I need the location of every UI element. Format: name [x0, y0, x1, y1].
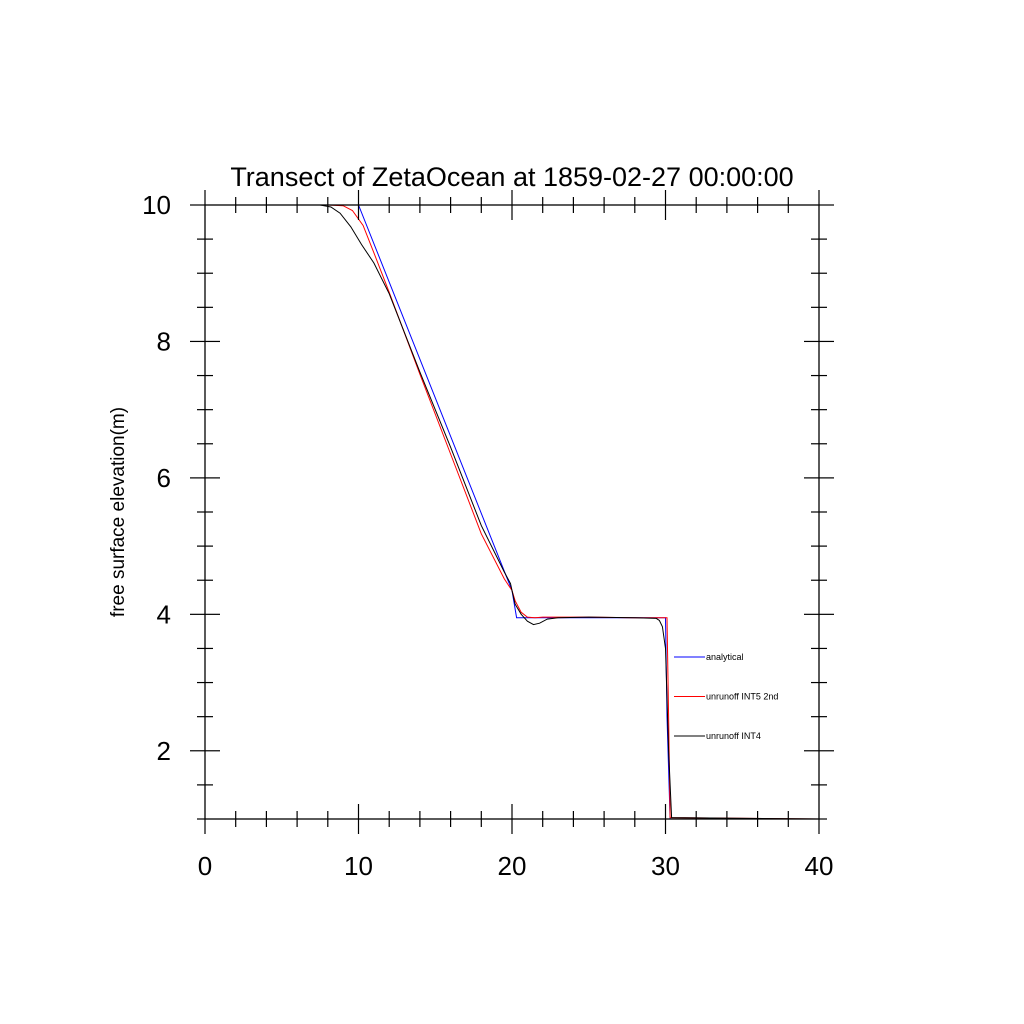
series-line-2: [205, 204, 820, 820]
ticks-layer: [190, 190, 834, 834]
series-layer: [205, 204, 820, 820]
legend-label: unrunoff INT4: [706, 731, 761, 741]
series-line-3: [205, 204, 820, 820]
legend: analytical unrunoff INT5 2nd unrunoff INT4: [674, 652, 778, 741]
y-tick-label: 10: [142, 190, 171, 220]
x-tick-label: 40: [805, 851, 834, 881]
legend-label: analytical: [706, 652, 744, 662]
legend-label: unrunoff INT5 2nd: [706, 692, 778, 702]
x-tick-label: 0: [198, 851, 212, 881]
y-tick-label: 6: [157, 463, 171, 493]
y-tick-label: 4: [157, 599, 171, 629]
x-tick-label: 30: [651, 851, 680, 881]
chart-title: Transect of ZetaOcean at 1859-02-27 00:0…: [230, 162, 793, 192]
x-tick-label: 10: [344, 851, 373, 881]
series-line-1: [205, 204, 819, 820]
tick-labels-layer: 0 10 20 30 40 2 4 6 8 10: [142, 190, 833, 881]
plot-frame: [204, 204, 820, 820]
x-tick-label: 20: [498, 851, 527, 881]
y-tick-label: 2: [157, 736, 171, 766]
y-tick-label: 8: [157, 326, 171, 356]
y-axis-label: free surface elevation(m): [108, 407, 129, 617]
